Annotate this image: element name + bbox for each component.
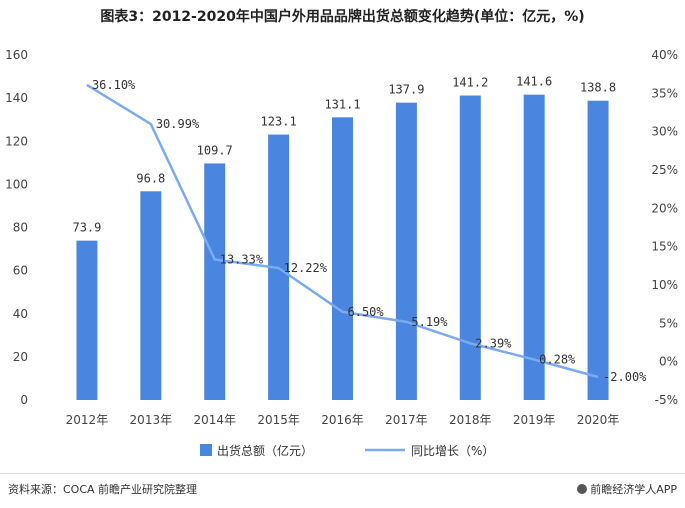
y-right-tick-label: 30%	[651, 125, 678, 139]
y-left-tick-label: 100	[5, 177, 28, 191]
line-data-label: -2.00%	[603, 370, 647, 384]
bar-2019年	[523, 94, 545, 401]
bar-data-label: 141.6	[516, 75, 552, 89]
x-tick-label: 2020年	[577, 413, 620, 427]
x-tick-label: 2018年	[449, 413, 492, 427]
y-left-tick-label: 140	[5, 91, 28, 105]
growth-point	[86, 84, 88, 86]
bar-2013年	[140, 191, 162, 400]
footer-divider	[0, 473, 685, 474]
bar-2012年	[76, 240, 98, 400]
growth-point	[150, 123, 152, 125]
line-data-label: 6.50%	[348, 305, 385, 319]
y-right-tick-label: 5%	[659, 316, 678, 330]
growth-point	[278, 267, 280, 269]
y-right-tick-label: 15%	[651, 240, 678, 254]
y-left-tick-label: 80	[13, 221, 28, 235]
bar-2016年	[332, 117, 353, 401]
bar-data-label: 137.9	[388, 83, 424, 97]
y-left-tick-label: 0	[20, 393, 28, 407]
line-data-label: 12.22%	[284, 261, 328, 275]
y-right-tick-label: 20%	[651, 201, 678, 215]
line-data-label: 30.99%	[156, 117, 200, 131]
growth-point	[597, 376, 599, 378]
y-right-tick-label: 0%	[659, 355, 678, 369]
x-tick-label: 2012年	[66, 413, 109, 427]
y-left-tick-label: 120	[5, 134, 28, 148]
growth-point	[533, 359, 535, 361]
line-data-label: 13.33%	[220, 252, 264, 266]
brand-credit: 前瞻经济学人APP	[577, 481, 677, 497]
brand-logo-icon	[577, 484, 588, 494]
legend-line-label: 同比增长（%）	[411, 444, 494, 458]
bar-data-label: 73.9	[72, 221, 101, 235]
x-tick-label: 2016年	[321, 413, 364, 427]
legend-bar-swatch	[200, 444, 212, 456]
x-tick-label: 2017年	[385, 413, 428, 427]
bar-2014年	[204, 163, 226, 400]
growth-point	[342, 311, 343, 313]
line-data-label: 0.28%	[539, 353, 576, 367]
bar-data-label: 123.1	[261, 115, 297, 129]
x-tick-label: 2013年	[130, 413, 173, 427]
y-right-tick-label: -5%	[655, 393, 678, 407]
x-tick-label: 2015年	[257, 413, 300, 427]
y-left-tick-label: 160	[5, 48, 28, 62]
chart-title: 图表3：2012-2020年中国户外用品品牌出货总额变化趋势(单位：亿元，%)	[100, 9, 585, 25]
x-tick-label: 2019年	[513, 413, 556, 427]
y-left-tick-label: 60	[13, 264, 28, 278]
bar-data-label: 96.8	[136, 171, 165, 185]
y-right-tick-label: 40%	[651, 48, 678, 62]
bar-2020年	[587, 100, 609, 401]
bar-2017年	[395, 102, 417, 400]
source-note: 资料来源：COCA 前瞻产业研究院整理	[8, 483, 198, 496]
bar-data-label: 141.2	[452, 76, 488, 90]
brand-text: 前瞻经济学人APP	[590, 483, 677, 496]
bar-data-label: 109.7	[197, 143, 233, 157]
bar-2018年	[459, 95, 481, 400]
y-left-tick-label: 40	[13, 307, 28, 321]
line-data-label: 5.19%	[411, 315, 448, 329]
bar-data-label: 138.8	[580, 81, 616, 95]
line-data-label: 36.10%	[92, 78, 136, 92]
y-right-tick-label: 25%	[651, 163, 678, 177]
growth-point	[469, 342, 471, 344]
bar-data-label: 131.1	[324, 97, 360, 111]
legend-bar-label: 出货总额（亿元）	[217, 443, 313, 458]
growth-point	[405, 321, 407, 323]
y-right-tick-label: 10%	[651, 278, 678, 292]
growth-point	[214, 258, 216, 260]
x-tick-label: 2014年	[193, 413, 236, 427]
y-right-tick-label: 35%	[651, 86, 678, 100]
line-data-label: 2.39%	[475, 336, 512, 350]
y-left-tick-label: 20	[13, 350, 28, 364]
